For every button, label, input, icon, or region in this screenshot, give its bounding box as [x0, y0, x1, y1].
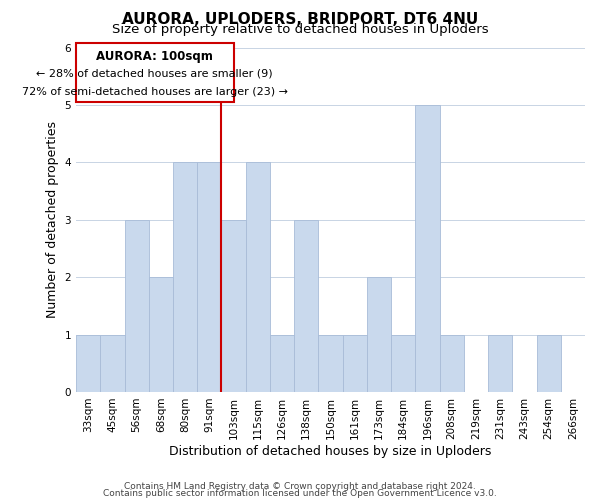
Y-axis label: Number of detached properties: Number of detached properties — [46, 122, 59, 318]
Bar — [125, 220, 149, 392]
Text: 72% of semi-detached houses are larger (23) →: 72% of semi-detached houses are larger (… — [22, 86, 288, 97]
Bar — [245, 162, 270, 392]
Text: Size of property relative to detached houses in Uploders: Size of property relative to detached ho… — [112, 22, 488, 36]
Bar — [270, 334, 294, 392]
Text: Contains HM Land Registry data © Crown copyright and database right 2024.: Contains HM Land Registry data © Crown c… — [124, 482, 476, 491]
Bar — [319, 334, 343, 392]
Bar — [488, 334, 512, 392]
Bar — [343, 334, 367, 392]
Bar — [415, 105, 440, 392]
Bar — [391, 334, 415, 392]
Bar — [536, 334, 561, 392]
X-axis label: Distribution of detached houses by size in Uploders: Distribution of detached houses by size … — [169, 444, 492, 458]
Bar — [367, 277, 391, 392]
Text: AURORA, UPLODERS, BRIDPORT, DT6 4NU: AURORA, UPLODERS, BRIDPORT, DT6 4NU — [122, 12, 478, 28]
Bar — [173, 162, 197, 392]
FancyBboxPatch shape — [76, 43, 233, 102]
Bar — [221, 220, 245, 392]
Bar — [440, 334, 464, 392]
Bar — [197, 162, 221, 392]
Bar — [100, 334, 125, 392]
Text: Contains public sector information licensed under the Open Government Licence v3: Contains public sector information licen… — [103, 489, 497, 498]
Text: AURORA: 100sqm: AURORA: 100sqm — [97, 50, 213, 62]
Text: ← 28% of detached houses are smaller (9): ← 28% of detached houses are smaller (9) — [37, 69, 273, 79]
Bar — [294, 220, 319, 392]
Bar — [149, 277, 173, 392]
Bar — [76, 334, 100, 392]
